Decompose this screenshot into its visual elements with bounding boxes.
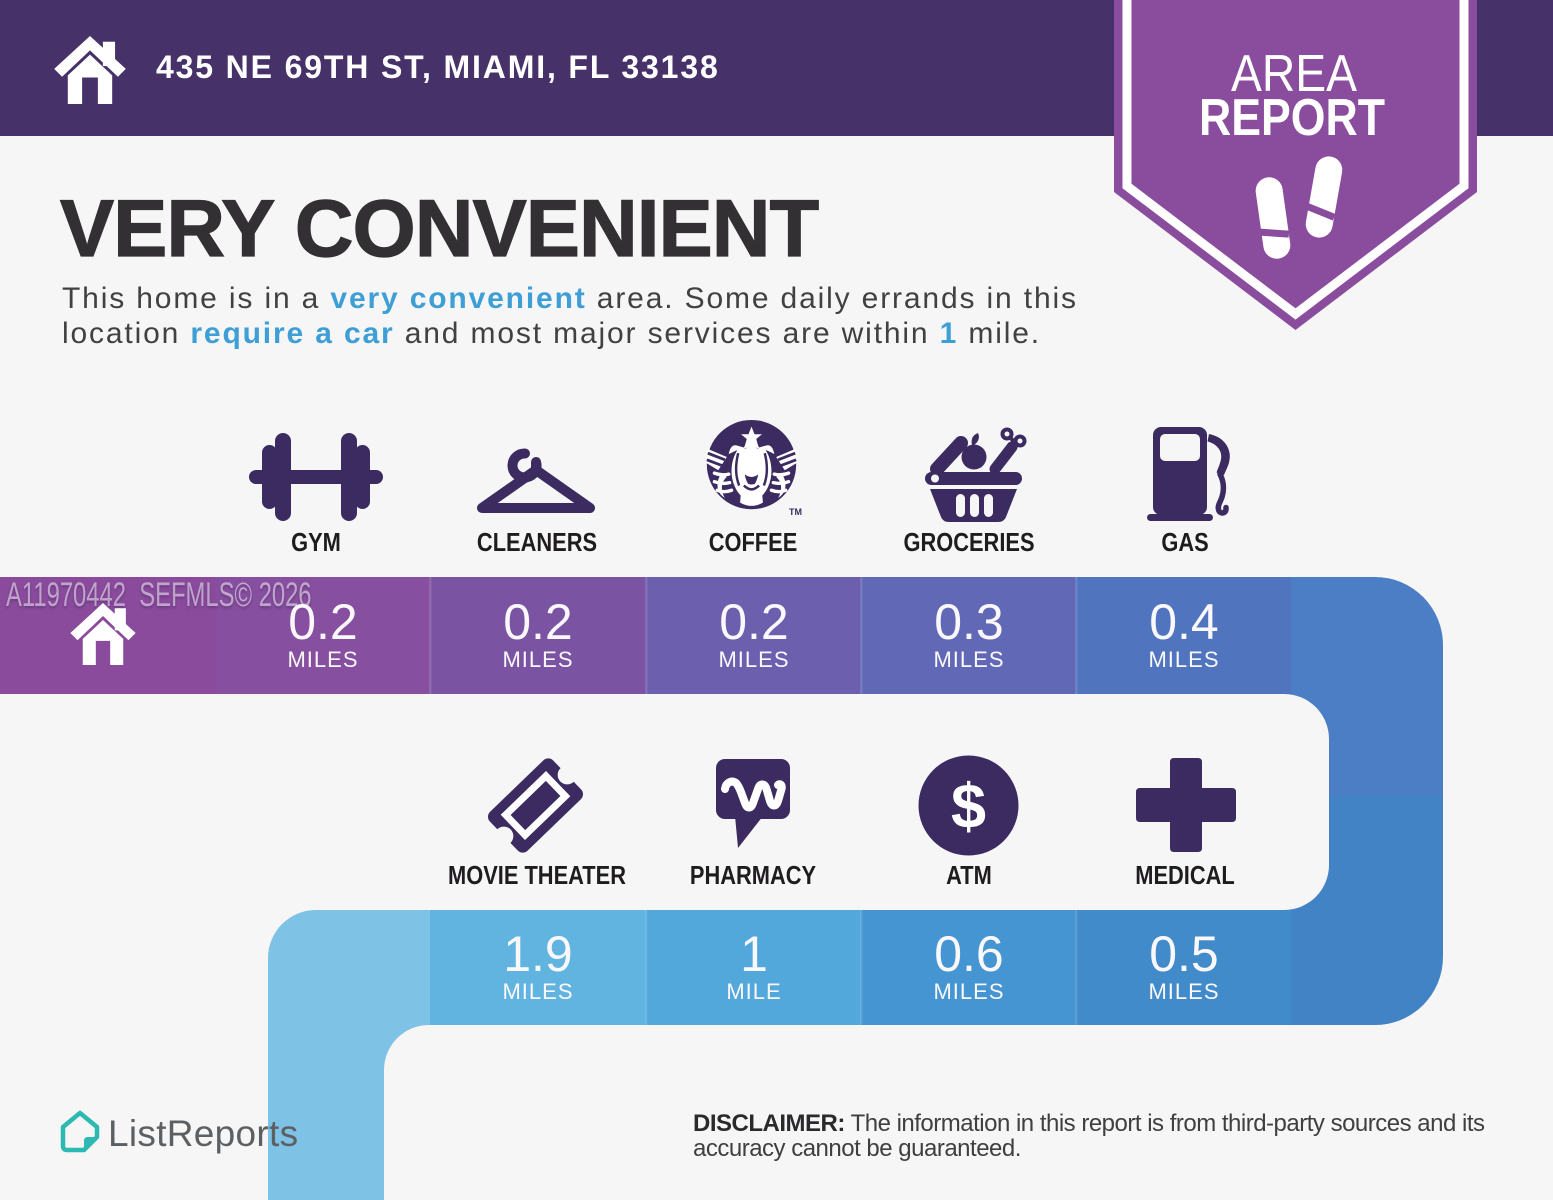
svg-text:$: $ (951, 772, 986, 842)
svg-text:REPORT: REPORT (1199, 89, 1385, 147)
svg-text:AREA: AREA (1231, 45, 1357, 103)
